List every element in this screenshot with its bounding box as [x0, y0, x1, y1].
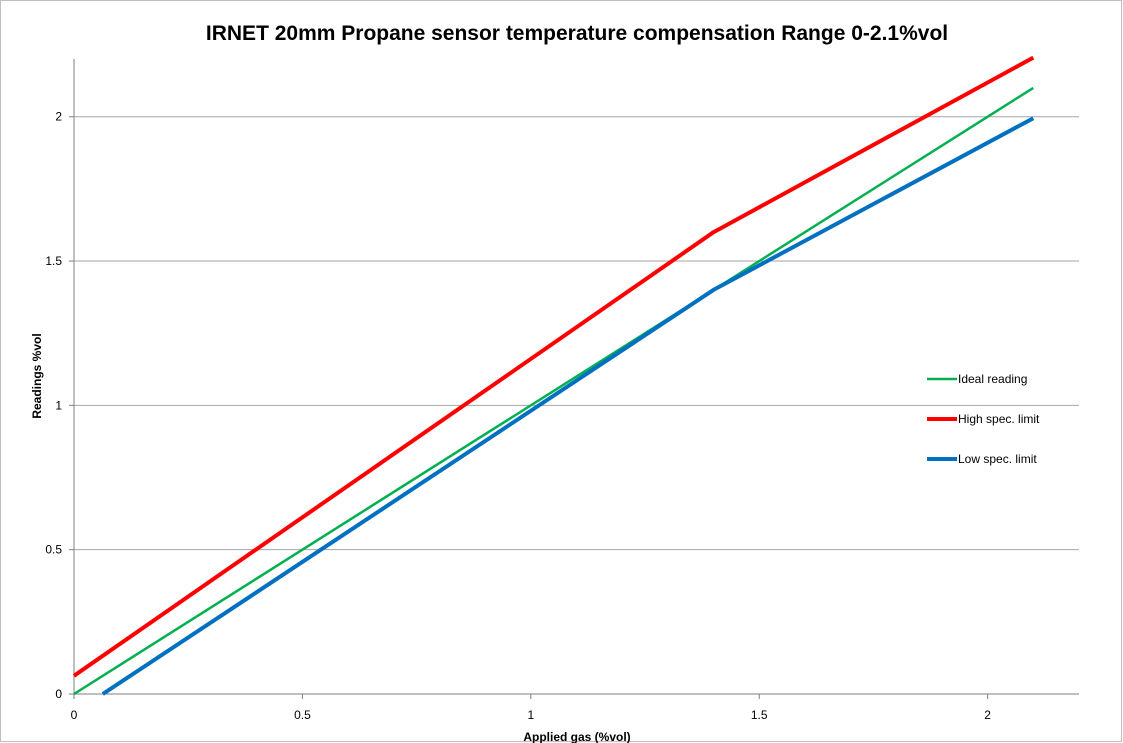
legend-label-high-spec-limit: High spec. limit: [958, 412, 1040, 426]
x-tick-label: 1.5: [751, 708, 768, 722]
y-tick-label: 0.5: [45, 543, 62, 557]
x-axis-label: Applied gas (%vol): [523, 730, 630, 743]
legend-label-ideal-reading: Ideal reading: [958, 372, 1027, 386]
series-line-high-spec-limit: [72, 55, 1035, 678]
y-tick-label: 1.5: [45, 254, 62, 268]
x-tick-label: 1: [527, 708, 534, 722]
series-line-ideal-reading: [73, 86, 1034, 696]
series-line-low-spec-limit: [101, 116, 1035, 696]
gridlines: [74, 116, 1079, 551]
y-tick-label: 1: [55, 398, 62, 412]
y-tick-label: 0: [55, 687, 62, 701]
x-tick-label: 2: [984, 708, 991, 722]
legend-label-low-spec-limit: Low spec. limit: [958, 452, 1037, 466]
legend: Ideal reading High spec. limit Low spec. l…: [927, 372, 1040, 466]
chart-title: IRNET 20mm Propane sensor temperature co…: [206, 22, 948, 45]
y-axis-label: Readings %vol: [30, 333, 44, 418]
x-tick-label: 0.5: [294, 708, 311, 722]
x-tick-label: 0: [71, 708, 78, 722]
series-lines: [72, 55, 1035, 696]
axes: [73, 59, 1079, 695]
tick-labels: 0 0.5 1 1.5 2 0 0.5 1 1.5 2: [45, 110, 991, 722]
y-tick-label: 2: [55, 110, 62, 124]
